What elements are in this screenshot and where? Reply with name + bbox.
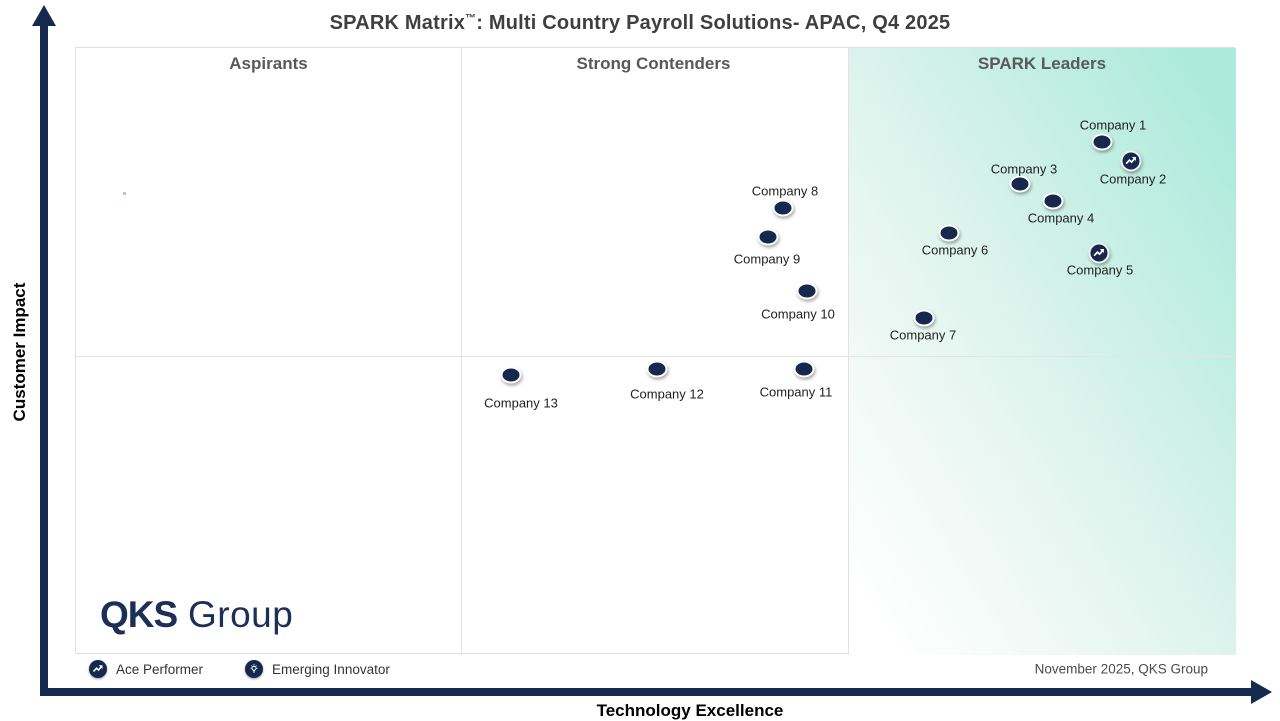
x-axis-arrow-icon xyxy=(1251,680,1272,704)
legend-item-emerging-innovator: Emerging Innovator xyxy=(245,660,390,678)
chart-title-rest: : Multi Country Payroll Solutions- APAC,… xyxy=(476,12,951,34)
marker-label-company-3: Company 3 xyxy=(990,161,1058,177)
marker-label-company-9: Company 9 xyxy=(733,251,801,267)
spark-leaders-gradient xyxy=(848,48,1236,655)
marker-label-company-11: Company 11 xyxy=(759,384,833,400)
marker-company-4[interactable] xyxy=(1042,192,1064,210)
trademark-symbol: ™ xyxy=(465,12,477,25)
legend-strip: Ace Performer Emerging Innovator Novembe… xyxy=(75,654,1235,684)
emerging-innovator-icon xyxy=(245,660,264,678)
marker-label-company-8: Company 8 xyxy=(751,183,819,199)
marker-company-10[interactable] xyxy=(796,282,818,300)
marker-company-13[interactable] xyxy=(500,366,522,384)
marker-label-company-4: Company 4 xyxy=(1027,210,1095,226)
logo-text-bold: QKS xyxy=(100,594,178,635)
x-axis-line xyxy=(40,688,1252,696)
ace-performer-icon xyxy=(89,660,107,678)
quadrant-label-spark-leaders: SPARK Leaders xyxy=(977,54,1107,73)
quadrant-label-aspirants: Aspirants xyxy=(229,54,308,73)
marker-label-company-12: Company 12 xyxy=(630,386,704,402)
quadrant-divider-horizontal xyxy=(76,356,1236,357)
chart-title: SPARK Matrix™: Multi Country Payroll Sol… xyxy=(40,12,1240,35)
y-axis-arrow-icon xyxy=(32,5,56,26)
marker-label-company-6: Company 6 xyxy=(921,242,989,258)
logo-text-light xyxy=(177,594,188,635)
y-axis-label: Customer Impact xyxy=(10,282,29,422)
legend-label-ace-performer: Ace Performer xyxy=(116,661,204,677)
logo-text-group: Group xyxy=(187,594,294,635)
qks-group-logo: QKS Group xyxy=(100,595,293,635)
marker-label-company-13: Company 13 xyxy=(484,395,558,411)
y-axis-line xyxy=(40,24,48,692)
legend-label-emerging-innovator: Emerging Innovator xyxy=(272,661,390,677)
marker-company-6[interactable] xyxy=(938,224,960,242)
quadrant-divider-vertical-1 xyxy=(461,48,462,655)
marker-company-9[interactable] xyxy=(757,228,779,246)
marker-label-company-10: Company 10 xyxy=(761,306,835,322)
quadrant-divider-vertical-2 xyxy=(848,48,849,655)
marker-label-company-2: Company 2 xyxy=(1099,171,1167,187)
legend-item-ace-performer: Ace Performer xyxy=(89,660,203,678)
marker-label-company-1: Company 1 xyxy=(1079,117,1147,133)
marker-company-1[interactable] xyxy=(1091,133,1113,151)
quadrant-label-strong-contenders: Strong Contenders xyxy=(576,54,731,73)
marker-company-3[interactable] xyxy=(1009,175,1031,193)
chart-title-main: SPARK Matrix xyxy=(329,12,466,34)
marker-company-8[interactable] xyxy=(772,199,794,217)
stray-mark xyxy=(123,192,126,195)
marker-label-company-5: Company 5 xyxy=(1066,262,1134,278)
marker-company-11[interactable] xyxy=(793,360,815,378)
plot-area: Aspirants Strong Contenders SPARK Leader… xyxy=(75,47,1236,655)
footer-note: November 2025, QKS Group xyxy=(1034,661,1208,677)
marker-company-2[interactable] xyxy=(1120,150,1142,172)
marker-company-5[interactable] xyxy=(1088,242,1110,264)
marker-label-company-7: Company 7 xyxy=(889,327,957,343)
marker-company-7[interactable] xyxy=(913,309,935,327)
marker-company-12[interactable] xyxy=(646,360,668,378)
x-axis-label: Technology Excellence xyxy=(596,701,784,720)
